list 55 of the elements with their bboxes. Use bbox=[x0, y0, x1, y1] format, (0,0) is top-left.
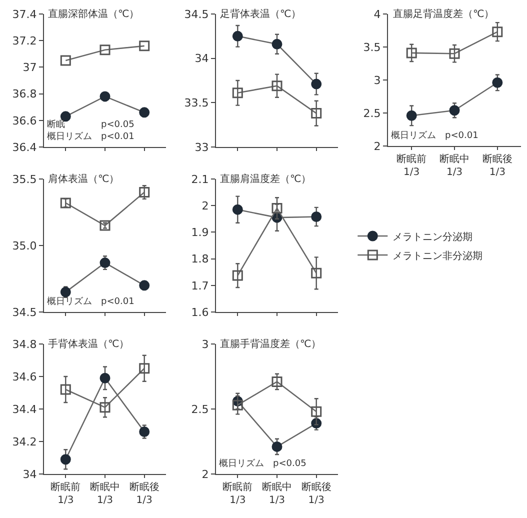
y-tick-label: 35.5 bbox=[12, 172, 37, 186]
chart-title: 手背体表温（℃） bbox=[48, 338, 130, 350]
chart-title: 足背体表温（℃） bbox=[220, 8, 302, 20]
y-tick-label: 36.6 bbox=[12, 114, 37, 128]
annotation: 概日リズム p<0.01 bbox=[47, 131, 134, 142]
y-tick-label: 34.5 bbox=[184, 8, 209, 21]
y-tick-label: 3.5 bbox=[363, 40, 381, 54]
y-tick-label: 2 bbox=[202, 468, 209, 481]
x-tick-label: 断眠前 1/3 bbox=[396, 153, 427, 178]
y-tick-label: 37 bbox=[22, 61, 37, 74]
y-tick-label: 36.8 bbox=[12, 88, 37, 101]
y-tick-label: 33 bbox=[194, 140, 209, 154]
y-tick-label: 34.2 bbox=[12, 435, 37, 448]
x-tick-label: 断眠中 1/3 bbox=[262, 481, 292, 506]
legend-label: メラトニン分泌期 bbox=[392, 230, 473, 243]
chart-title: 直腸足背温度差（℃） bbox=[393, 8, 494, 20]
y-tick-label: 2 bbox=[202, 199, 209, 212]
x-tick-label: 断眠中 1/3 bbox=[440, 153, 470, 178]
x-tick-label: 断眠中 1/3 bbox=[90, 481, 120, 506]
y-tick-label: 3 bbox=[374, 74, 381, 87]
annotation: 概日リズム p<0.01 bbox=[47, 296, 134, 307]
x-tick-label: 断眠前 1/3 bbox=[222, 481, 253, 506]
y-tick-label: 34 bbox=[22, 468, 37, 481]
x-tick-label: 断眠後 1/3 bbox=[301, 481, 332, 506]
y-tick-label: 34.4 bbox=[12, 402, 37, 416]
y-tick-label: 34.8 bbox=[12, 338, 37, 351]
y-tick-label: 1.8 bbox=[191, 252, 209, 266]
y-tick-label: 34.6 bbox=[12, 370, 37, 384]
y-tick-label: 37.4 bbox=[12, 8, 37, 21]
y-tick-label: 1.6 bbox=[191, 306, 209, 319]
chart-title: 肩体表温（℃） bbox=[48, 173, 120, 185]
y-tick-label: 2.5 bbox=[191, 402, 209, 416]
chart-title: 直腸深部体温（℃） bbox=[48, 8, 140, 20]
x-tick-label: 断眠後 1/3 bbox=[129, 481, 160, 506]
y-tick-label: 35.0 bbox=[12, 239, 37, 252]
y-tick-label: 36.4 bbox=[12, 140, 37, 154]
annotation: 概日リズム p<0.01 bbox=[391, 130, 478, 141]
y-tick-label: 2.5 bbox=[363, 106, 381, 120]
x-tick-label: 断眠後 1/3 bbox=[482, 153, 512, 178]
y-tick-label: 2.1 bbox=[191, 172, 209, 186]
chart-title: 直腸手背温度差（℃） bbox=[220, 338, 322, 350]
y-tick-label: 1.9 bbox=[191, 226, 209, 240]
y-tick-label: 33.5 bbox=[184, 96, 209, 110]
y-tick-label: 2 bbox=[374, 140, 381, 153]
legend-label: メラトニン非分泌期 bbox=[392, 250, 483, 262]
annotation: 断眠 p<0.05 bbox=[47, 119, 134, 130]
chart-title: 直腸肩温度差（℃） bbox=[220, 173, 312, 185]
y-tick-label: 4 bbox=[374, 8, 381, 21]
y-tick-label: 3 bbox=[202, 338, 209, 351]
annotation: 概日リズム p<0.05 bbox=[219, 458, 306, 469]
x-tick-label: 断眠前 1/3 bbox=[50, 481, 81, 506]
y-tick-label: 37.2 bbox=[12, 34, 37, 48]
y-tick-label: 34.5 bbox=[12, 306, 37, 319]
y-tick-label: 34 bbox=[194, 52, 209, 66]
y-tick-label: 1.7 bbox=[191, 279, 209, 292]
